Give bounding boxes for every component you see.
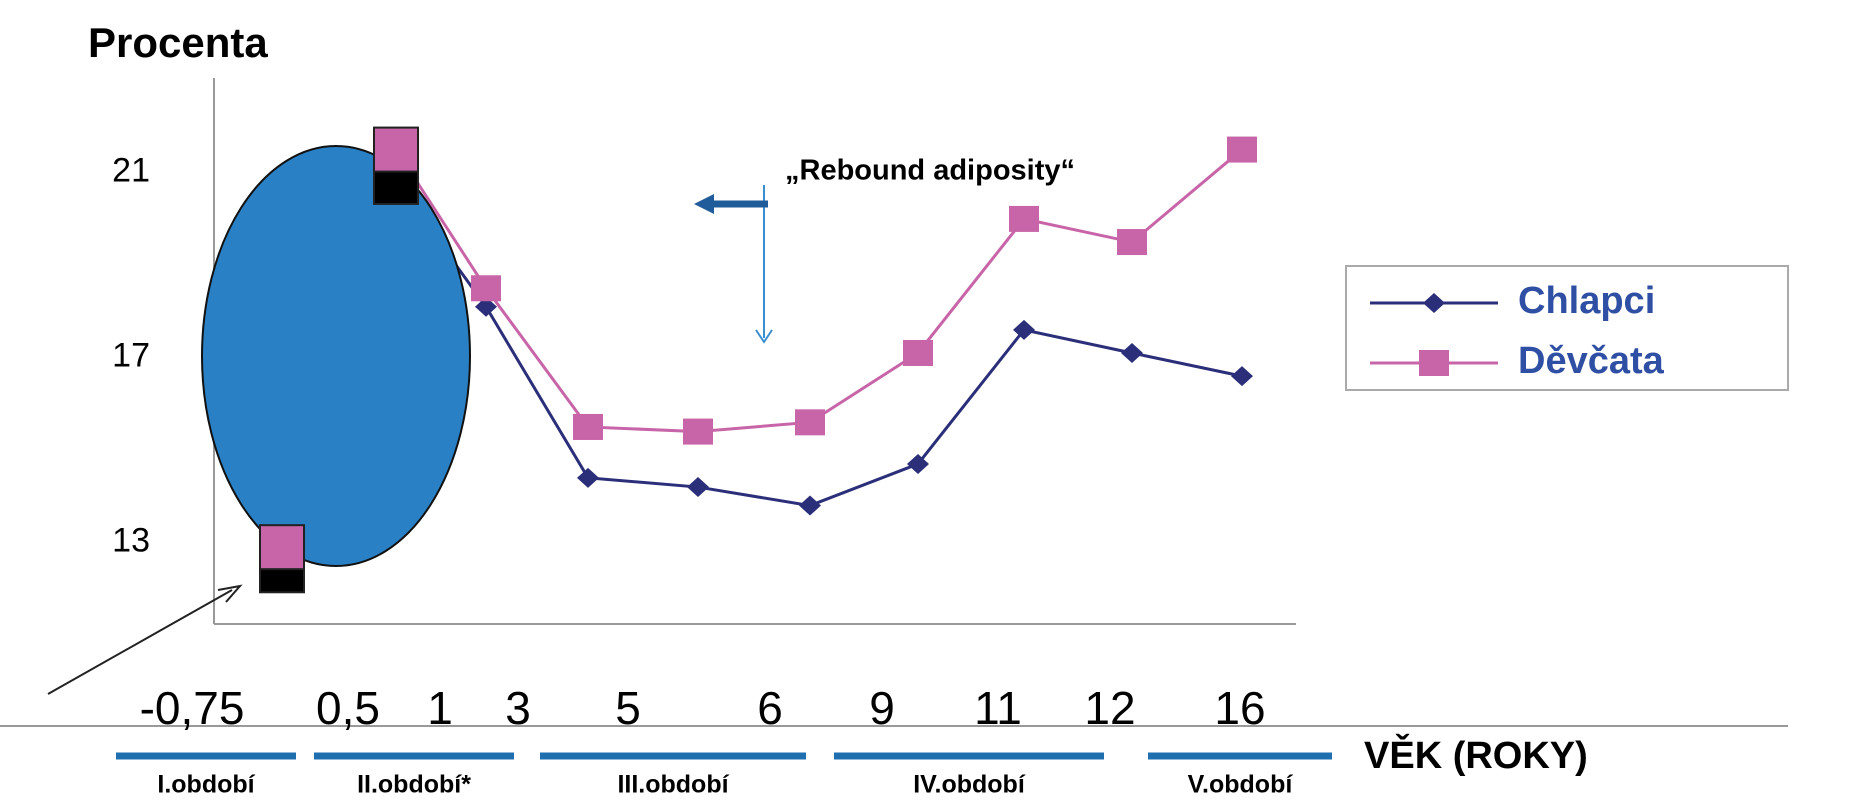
y-tick-label: 21 (112, 152, 150, 190)
highlight-ellipse (201, 145, 471, 567)
point-marker (471, 275, 501, 302)
y-tick-label: 17 (112, 337, 150, 375)
point-marker (1231, 366, 1253, 387)
x-tick-label: 12 (1084, 682, 1135, 734)
series-line (280, 145, 1243, 548)
point-marker (577, 467, 599, 488)
period-label: I.období (157, 771, 255, 799)
pointer-arrowhead (217, 584, 243, 603)
x-tick-label: 3 (505, 682, 531, 734)
point-marker (1009, 205, 1039, 232)
point-marker (573, 413, 603, 440)
point-marker (907, 453, 929, 474)
point-marker (799, 495, 821, 516)
point-marker (373, 126, 419, 173)
annotation: „Rebound adiposity“ (785, 155, 1075, 187)
point-marker (259, 524, 305, 571)
x-tick-label: 9 (869, 682, 895, 734)
period-label: III.období (617, 771, 729, 799)
x-tick-label: 16 (1214, 682, 1265, 734)
legend-marker (1419, 350, 1449, 376)
point-marker (903, 339, 933, 366)
legend-marker (1423, 293, 1445, 313)
x-tick-label: 1 (427, 682, 453, 734)
pointer-line (47, 589, 233, 695)
annotation-arrowhead (755, 329, 773, 344)
y-axis-label: Procenta (88, 19, 268, 66)
point-marker (795, 409, 825, 436)
point-marker (1013, 319, 1035, 340)
period-label: II.období* (357, 771, 471, 799)
x-axis-label: VĚK (ROKY) (1364, 733, 1588, 777)
x-tick-label: 5 (615, 682, 641, 734)
point-marker (1227, 136, 1257, 163)
point-marker (475, 296, 497, 317)
point-marker (687, 477, 709, 498)
point-marker (1117, 229, 1147, 256)
x-tick-label: 0,5 (316, 682, 380, 734)
point-marker (1121, 342, 1143, 363)
point-marker (683, 418, 713, 445)
period-label: V.období (1188, 771, 1294, 799)
annotation-arrowhead (694, 194, 714, 214)
legend-label: Děvčata (1518, 340, 1665, 382)
x-tick-label: -0,75 (140, 682, 245, 734)
legend-label: Chlapci (1518, 280, 1655, 322)
period-label: IV.období (913, 771, 1026, 799)
x-tick-label: 6 (757, 682, 783, 734)
x-tick-label: 11 (974, 682, 1022, 734)
y-tick-label: 13 (112, 522, 150, 560)
